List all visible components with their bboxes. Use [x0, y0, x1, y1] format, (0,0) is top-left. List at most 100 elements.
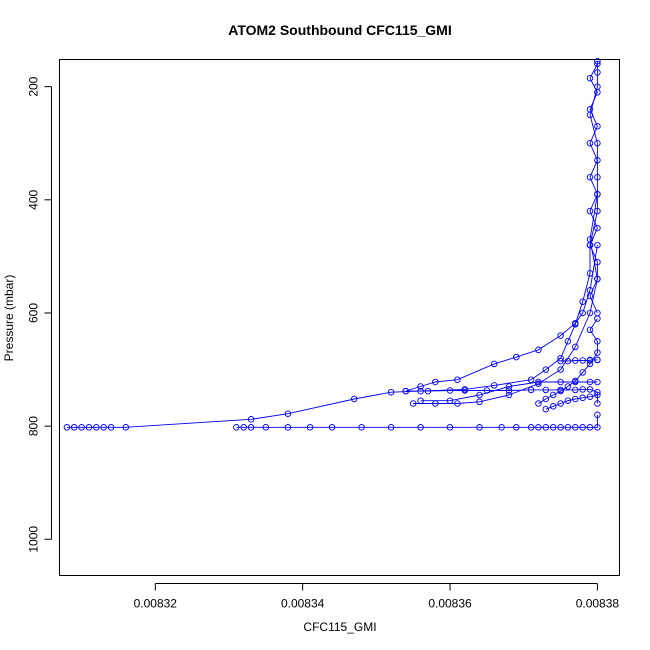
data-point	[594, 224, 601, 232]
data-point	[557, 400, 564, 407]
data-point	[542, 405, 550, 413]
data-point	[579, 357, 586, 364]
data-point	[454, 400, 461, 407]
data-point	[572, 386, 579, 394]
data-point	[535, 400, 542, 407]
data-point	[579, 298, 586, 305]
data-point	[586, 139, 594, 147]
data-point	[594, 190, 601, 198]
data-point	[579, 369, 586, 376]
data-point	[505, 383, 513, 390]
y-tick-label: 800	[27, 416, 41, 436]
series-line	[538, 318, 598, 404]
data-point	[358, 424, 365, 431]
data-point	[594, 241, 601, 249]
data-series	[63, 57, 601, 431]
data-point	[262, 424, 270, 431]
data-point	[490, 360, 498, 368]
x-axis: 0.00832 0.00834 0.00836 0.00838	[134, 583, 619, 611]
data-point	[446, 424, 454, 431]
data-point	[284, 424, 292, 431]
series-line	[236, 414, 598, 428]
y-tick-label: 200	[27, 76, 41, 96]
data-point	[594, 173, 601, 181]
data-point	[572, 395, 579, 403]
data-point	[586, 309, 594, 317]
data-point	[513, 424, 520, 431]
data-point	[572, 424, 579, 431]
data-point	[107, 424, 115, 431]
data-point	[387, 424, 395, 431]
data-point	[527, 376, 535, 383]
data-point	[564, 383, 572, 390]
data-point	[527, 386, 535, 394]
data-point	[446, 387, 454, 394]
data-point	[586, 393, 594, 400]
y-axis: 200 400 600 800 1000	[27, 76, 52, 553]
y-axis-label: Pressure (mbar)	[2, 275, 16, 362]
data-point	[586, 173, 594, 181]
data-point	[93, 424, 100, 431]
data-point	[557, 366, 564, 373]
data-point	[579, 424, 586, 431]
data-point	[387, 388, 395, 396]
data-point	[122, 424, 130, 431]
data-point	[586, 241, 594, 249]
data-point	[586, 386, 594, 393]
data-point	[535, 424, 542, 431]
y-tick-label: 1000	[27, 526, 41, 553]
data-point	[424, 387, 432, 395]
data-point	[586, 424, 594, 431]
series-line	[405, 245, 598, 392]
data-point	[557, 378, 564, 386]
y-tick-label: 600	[27, 303, 41, 323]
data-point	[586, 360, 594, 368]
data-point	[476, 391, 483, 399]
data-point	[594, 69, 601, 76]
data-point	[549, 424, 557, 431]
x-tick-label: 0.00836	[428, 597, 472, 611]
data-point	[564, 357, 572, 365]
data-point	[594, 156, 601, 164]
x-tick-label: 0.00832	[134, 597, 178, 611]
data-point	[476, 398, 483, 406]
data-point	[594, 89, 601, 96]
series-line	[560, 359, 598, 362]
data-point	[572, 319, 579, 327]
data-point	[542, 395, 550, 403]
data-point	[586, 74, 594, 82]
data-point	[557, 387, 564, 395]
data-point	[594, 60, 601, 68]
data-point	[594, 411, 601, 419]
data-point	[594, 123, 601, 130]
data-point	[557, 332, 564, 339]
data-point	[454, 376, 461, 383]
data-point	[417, 397, 424, 404]
data-point	[284, 410, 292, 417]
data-point	[586, 292, 594, 300]
series-line	[420, 381, 598, 402]
data-series	[402, 241, 601, 395]
data-point	[476, 424, 483, 431]
data-point	[535, 380, 542, 387]
data-series	[586, 60, 601, 317]
data-point	[594, 139, 601, 147]
data-series	[557, 356, 601, 365]
data-point	[328, 424, 336, 431]
data-point	[564, 338, 572, 345]
data-point	[549, 391, 557, 399]
data-point	[572, 357, 579, 364]
data-point	[549, 403, 557, 410]
data-point	[240, 424, 247, 431]
data-point	[505, 387, 513, 394]
data-point	[579, 386, 586, 393]
data-point	[306, 424, 314, 431]
x-axis-label: CFC115_GMI	[303, 620, 376, 634]
data-point	[78, 424, 85, 431]
data-point	[572, 343, 579, 351]
data-point	[579, 309, 586, 317]
data-point	[402, 387, 410, 395]
data-point	[233, 424, 240, 431]
data-point	[594, 258, 601, 266]
data-point	[535, 346, 542, 354]
